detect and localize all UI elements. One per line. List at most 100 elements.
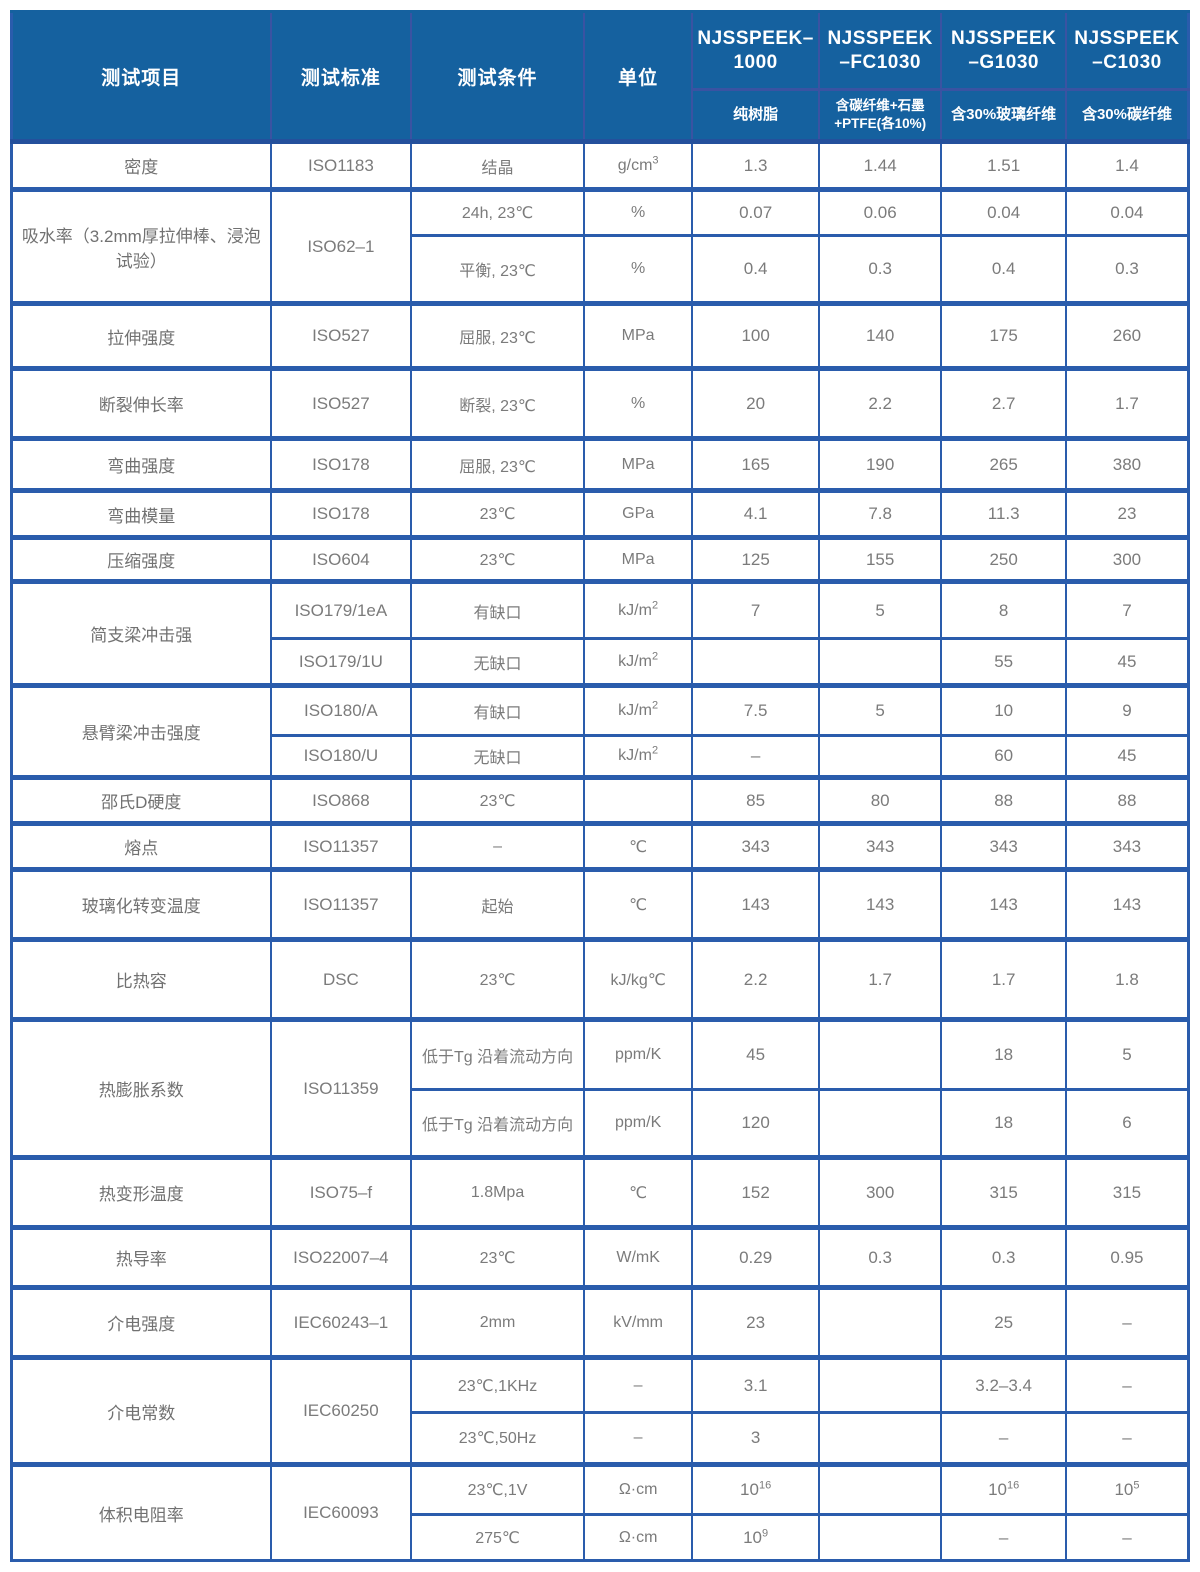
cell-value: – xyxy=(691,734,820,779)
cell-value: 0.04 xyxy=(1064,187,1190,237)
cell-value: – xyxy=(940,1513,1067,1562)
cell-unit: MPa xyxy=(582,535,694,583)
cell-value: 155 xyxy=(817,535,943,583)
cell-condition: 24h, 23℃ xyxy=(410,187,585,237)
cell-unit: kJ/m2 xyxy=(582,637,694,687)
cell-value: 300 xyxy=(1064,535,1190,583)
cell-standard: IEC60250 xyxy=(269,1355,413,1466)
cell-value: 0.3 xyxy=(817,1225,943,1289)
cell-unit: kJ/m2 xyxy=(582,579,694,640)
cell-value: 1.4 xyxy=(1064,139,1190,191)
cell-value: 0.29 xyxy=(691,1225,820,1289)
cell-standard: IEC60093 xyxy=(269,1462,413,1562)
product-header-fc1030: NJSSPEEK–FC1030 xyxy=(817,10,943,91)
cell-unit: g/cm3 xyxy=(582,139,694,191)
table-row: 弯曲强度 ISO178 屈服, 23℃ MPa 165 190 265 380 xyxy=(10,436,1190,492)
cell-value xyxy=(817,1462,943,1516)
cell-test-item: 玻璃化转变温度 xyxy=(10,867,272,941)
cell-value: 1016 xyxy=(940,1462,1067,1516)
cell-value: 45 xyxy=(691,1017,820,1091)
table-row: 23℃,50Hz – 3 – – xyxy=(12,1411,1190,1466)
cell-value: 5 xyxy=(817,683,943,737)
cell-test-item: 介电常数 xyxy=(10,1355,272,1466)
cell-value xyxy=(691,637,820,687)
cell-unit: – xyxy=(582,1355,694,1414)
cell-standard: ISO178 xyxy=(269,488,413,539)
cell-value: 343 xyxy=(691,821,820,871)
cell-standard: DSC xyxy=(269,937,413,1021)
column-header-condition: 测试条件 xyxy=(410,10,585,144)
cell-condition: 275℃ xyxy=(410,1513,585,1562)
cell-value: 3.2–3.4 xyxy=(940,1355,1067,1414)
cell-value: 6 xyxy=(1064,1088,1190,1159)
cell-unit: % xyxy=(582,234,694,305)
cell-value: 3.1 xyxy=(691,1355,820,1414)
table-row: 比热容 DSC 23℃ kJ/kg℃ 2.2 1.7 1.7 1.8 xyxy=(10,937,1190,1021)
cell-standard: ISO180/U xyxy=(269,734,413,779)
cell-test-item: 断裂伸长率 xyxy=(10,366,272,440)
cell-value: 0.04 xyxy=(940,187,1067,237)
cell-value: 7.5 xyxy=(691,683,820,737)
cell-unit: % xyxy=(582,187,694,237)
cell-value: 20 xyxy=(691,366,820,440)
cell-value: 300 xyxy=(817,1155,943,1229)
cell-value: 0.4 xyxy=(940,234,1067,305)
cell-value: 8 xyxy=(940,579,1067,640)
cell-standard: ISO604 xyxy=(269,535,413,583)
cell-condition: 起始 xyxy=(410,867,585,941)
cell-value: 7.8 xyxy=(817,488,943,539)
cell-condition: 屈服, 23℃ xyxy=(410,301,585,370)
product-subheader-1000: 纯树脂 xyxy=(691,88,820,144)
cell-value: – xyxy=(1064,1355,1190,1414)
cell-value: 315 xyxy=(940,1155,1067,1229)
cell-unit: – xyxy=(582,1411,694,1466)
cell-test-item: 拉伸强度 xyxy=(10,301,272,370)
cell-value: – xyxy=(1064,1513,1190,1562)
cell-value: 143 xyxy=(691,867,820,941)
product-header-g1030: NJSSPEEK–G1030 xyxy=(940,10,1067,91)
cell-value: 11.3 xyxy=(940,488,1067,539)
cell-value: 105 xyxy=(1064,1462,1190,1516)
cell-value: 260 xyxy=(1064,301,1190,370)
product-subheader-g1030: 含30%玻璃纤维 xyxy=(940,88,1067,144)
cell-value: 1016 xyxy=(691,1462,820,1516)
table-row: 介电强度 IEC60243–1 2mm kV/mm 23 25 – xyxy=(10,1285,1190,1359)
cell-value: 1.7 xyxy=(940,937,1067,1021)
cell-unit: Ω·cm xyxy=(582,1513,694,1562)
cell-standard: ISO22007–4 xyxy=(269,1225,413,1289)
table-row: 低于Tg 沿着流动方向 ppm/K 120 18 6 xyxy=(12,1088,1190,1159)
table-row: 吸水率（3.2mm厚拉伸棒、浸泡试验） ISO62–1 24h, 23℃ % 0… xyxy=(10,187,1190,305)
table-row: 热变形温度 ISO75–f 1.8Mpa ℃ 152 300 315 315 xyxy=(10,1155,1190,1229)
cell-value: 10 xyxy=(940,683,1067,737)
column-header-unit: 单位 xyxy=(582,10,694,144)
cell-test-item: 体积电阻率 xyxy=(10,1462,272,1562)
cell-standard: ISO868 xyxy=(269,775,413,825)
cell-condition: 23℃ xyxy=(410,937,585,1021)
cell-value: 1.44 xyxy=(817,139,943,191)
cell-condition: 23℃ xyxy=(410,535,585,583)
cell-value: 143 xyxy=(817,867,943,941)
table-row: 热膨胀系数 ISO11359 低于Tg 沿着流动方向 ppm/K 45 18 5 xyxy=(10,1017,1190,1159)
cell-value: 18 xyxy=(940,1017,1067,1091)
product-header-1000: NJSSPEEK–1000 xyxy=(691,10,820,91)
cell-value: 343 xyxy=(817,821,943,871)
cell-standard: ISO179/1U xyxy=(269,637,413,687)
product-subheader-fc1030: 含碳纤维+石墨+PTFE(各10%) xyxy=(817,88,943,144)
material-properties-table: 测试项目 测试标准 测试条件 单位 NJSSPEEK–1000 NJSSPEEK… xyxy=(10,10,1190,1562)
cell-value: 55 xyxy=(940,637,1067,687)
cell-unit: kJ/kg℃ xyxy=(582,937,694,1021)
cell-test-item: 热变形温度 xyxy=(10,1155,272,1229)
cell-value: 125 xyxy=(691,535,820,583)
cell-condition: 无缺口 xyxy=(410,734,585,779)
cell-unit: MPa xyxy=(582,436,694,492)
table-row: 压缩强度 ISO604 23℃ MPa 125 155 250 300 xyxy=(10,535,1190,583)
cell-value: 1.8 xyxy=(1064,937,1190,1021)
cell-standard: ISO179/1eA xyxy=(269,579,413,640)
cell-standard: ISO62–1 xyxy=(269,187,413,305)
cell-value: 80 xyxy=(817,775,943,825)
cell-value: 265 xyxy=(940,436,1067,492)
cell-unit: ℃ xyxy=(582,867,694,941)
cell-unit: MPa xyxy=(582,301,694,370)
cell-value: 0.06 xyxy=(817,187,943,237)
